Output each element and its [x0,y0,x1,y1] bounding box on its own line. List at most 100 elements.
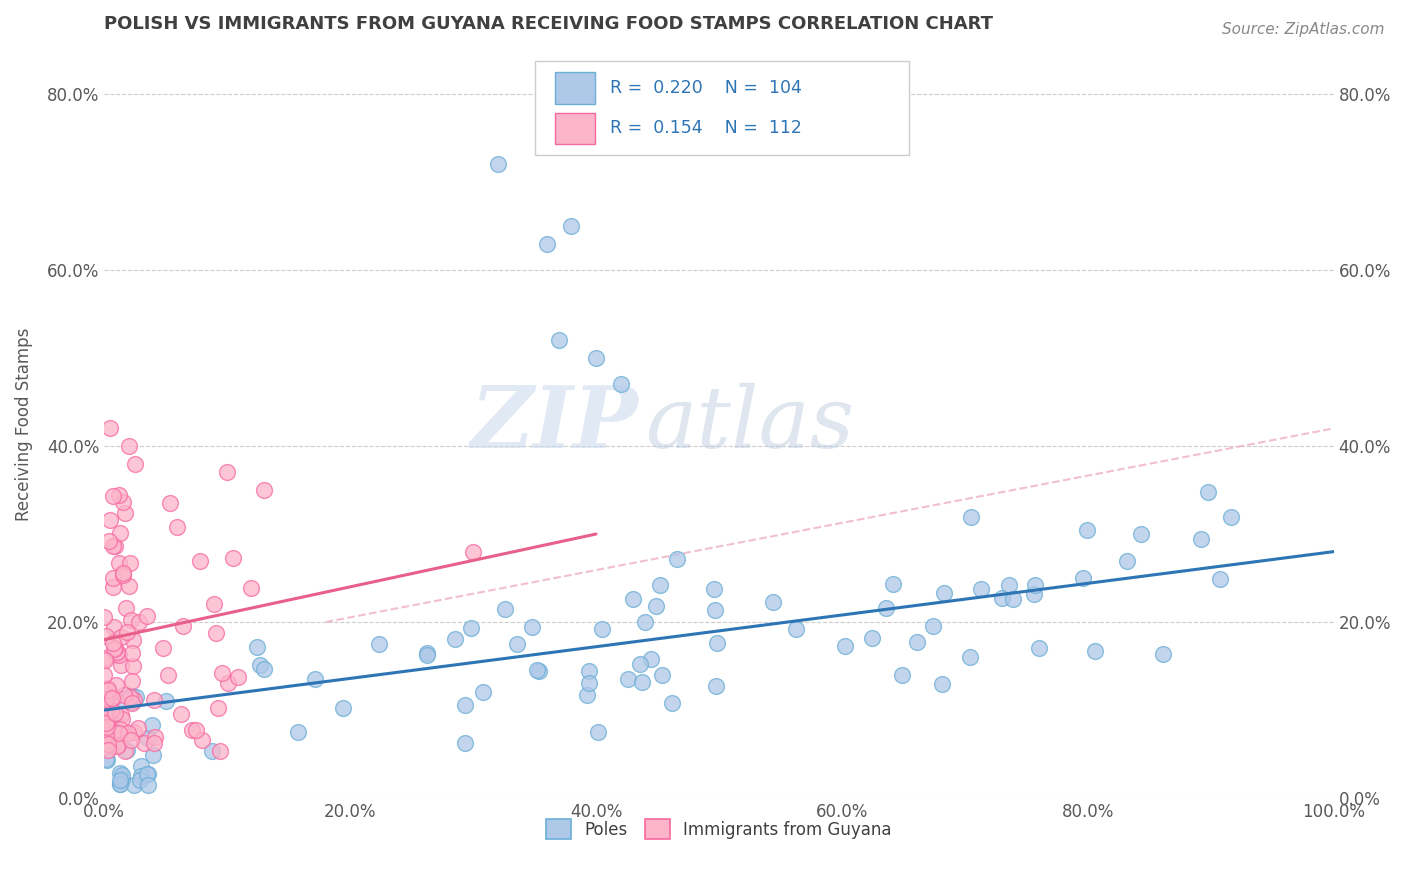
Point [578,676,600,690]
Point [560,219,582,233]
Point [202,597,225,611]
Point [108,726,131,740]
Point [100,703,122,717]
Y-axis label: Receiving Food Stamps: Receiving Food Stamps [15,327,32,521]
FancyBboxPatch shape [555,112,595,144]
Point [630,657,652,671]
Point [152,640,174,655]
Point [107,739,129,753]
Text: POLISH VS IMMIGRANTS FROM GUYANA RECEIVING FOOD STAMPS CORRELATION CHART: POLISH VS IMMIGRANTS FROM GUYANA RECEIVI… [104,15,993,33]
Point [136,766,159,780]
Point [98,712,121,726]
Point [249,658,271,673]
Point [96,736,118,750]
Point [1084,644,1107,658]
Point [112,688,135,702]
Point [110,766,132,780]
Point [520,620,543,634]
Point [103,725,125,739]
Point [93,650,115,665]
Point [454,698,477,712]
Point [96,720,118,734]
Point [120,613,142,627]
Point [112,495,135,509]
Point [118,439,141,453]
Point [367,637,389,651]
Point [125,690,148,705]
Point [1209,572,1232,586]
Point [1002,591,1025,606]
Point [117,726,139,740]
Point [1024,578,1046,592]
Point [1071,571,1094,585]
Point [222,550,245,565]
Point [1152,648,1174,662]
Point [211,666,233,681]
Point [120,732,142,747]
Point [97,534,120,549]
Point [640,651,662,665]
Point [875,601,897,615]
Point [253,483,276,497]
Point [527,664,550,678]
Point [97,737,120,751]
Point [1189,533,1212,547]
Point [93,668,115,682]
Point [96,731,118,746]
FancyBboxPatch shape [555,72,595,103]
Point [111,768,134,782]
Point [114,506,136,520]
Point [648,578,671,592]
Point [208,744,231,758]
Point [101,489,124,503]
Point [122,778,145,792]
FancyBboxPatch shape [534,61,910,154]
Point [122,693,145,707]
Point [121,695,143,709]
Point [110,708,132,723]
Point [578,664,600,678]
Point [136,778,159,792]
Point [415,646,437,660]
Point [304,672,326,686]
Point [100,739,122,753]
Point [136,767,159,781]
Point [155,694,177,708]
Text: atlas: atlas [645,383,855,466]
Point [105,678,128,692]
Point [495,602,517,616]
Point [882,577,904,591]
Point [143,736,166,750]
Point [121,646,143,660]
Text: ZIP: ZIP [471,383,640,466]
Point [143,693,166,707]
Point [287,725,309,739]
Point [1076,524,1098,538]
Point [205,626,228,640]
Point [890,668,912,682]
Point [536,236,558,251]
Point [94,706,117,721]
Point [96,629,118,643]
Point [127,721,149,735]
Point [121,690,143,704]
Point [104,539,127,553]
Point [101,580,124,594]
Point [105,645,128,659]
Text: R =  0.220    N =  104: R = 0.220 N = 104 [610,78,801,97]
Point [921,619,943,633]
Point [609,377,631,392]
Point [110,657,132,672]
Point [96,754,118,768]
Point [93,739,115,754]
Text: R =  0.154    N =  112: R = 0.154 N = 112 [610,120,801,137]
Point [156,668,179,682]
Point [548,334,571,348]
Point [103,620,125,634]
Point [143,730,166,744]
Point [931,677,953,691]
Point [180,723,202,737]
Point [117,579,139,593]
Point [94,691,117,706]
Point [834,639,856,653]
